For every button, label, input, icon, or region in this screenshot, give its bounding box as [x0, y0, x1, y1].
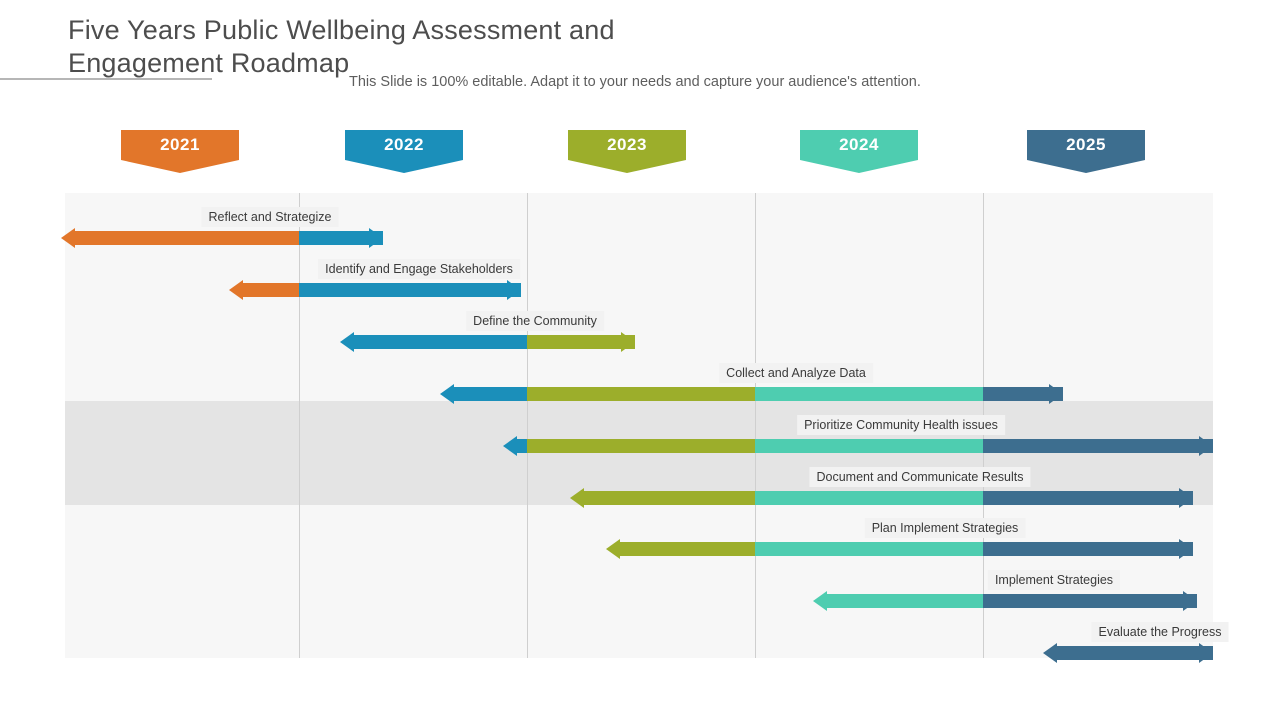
- arrow-right-icon: [1179, 488, 1193, 508]
- task-bar[interactable]: [65, 280, 1213, 300]
- task-bar[interactable]: [65, 643, 1213, 663]
- task-bar-segment: [1053, 646, 1213, 660]
- arrow-left-icon: [61, 228, 75, 248]
- task-bar-segment: [983, 439, 1213, 453]
- task-bar-segment: [239, 283, 299, 297]
- page-title: Five Years Public Wellbeing Assessment a…: [68, 15, 615, 78]
- column-separator: [299, 193, 300, 658]
- gantt-chart: Reflect and Strategize Identify and Engag…: [61, 193, 1229, 663]
- row-band: [65, 193, 1213, 401]
- year-chip-pointer: [800, 160, 918, 173]
- task-bar-segment: [755, 491, 983, 505]
- task-bar-segment: [527, 387, 755, 401]
- task-bar-segment: [983, 594, 1197, 608]
- task-label: Evaluate the Progress: [1091, 622, 1229, 642]
- year-chip-label: 2022: [384, 135, 424, 154]
- task-bar[interactable]: [65, 539, 1213, 559]
- year-chip-label: 2023: [607, 135, 647, 154]
- task-label: Prioritize Community Health issues: [797, 415, 1005, 435]
- task-bar-segment: [616, 542, 755, 556]
- arrow-right-icon: [369, 228, 383, 248]
- task-bar-segment: [823, 594, 983, 608]
- task-label: Reflect and Strategize: [201, 207, 339, 227]
- row-band: [65, 401, 1213, 505]
- arrow-left-icon: [1043, 643, 1057, 663]
- arrow-left-icon: [570, 488, 584, 508]
- arrow-left-icon: [229, 280, 243, 300]
- task-bar[interactable]: [65, 591, 1213, 611]
- title-divider: [0, 78, 212, 80]
- arrow-left-icon: [813, 591, 827, 611]
- task-bar-segment: [983, 387, 1063, 401]
- task-bar-segment: [755, 439, 983, 453]
- task-bar-segment: [983, 542, 1193, 556]
- task-label: Implement Strategies: [987, 570, 1121, 590]
- year-chip-2023[interactable]: 2023: [568, 130, 686, 173]
- arrow-left-icon: [606, 539, 620, 559]
- task-bar[interactable]: [65, 384, 1213, 404]
- year-chip-label: 2021: [160, 135, 200, 154]
- task-bar-segment: [755, 387, 983, 401]
- year-chip-2022[interactable]: 2022: [345, 130, 463, 173]
- task-label: Collect and Analyze Data: [719, 363, 873, 383]
- year-chip-pointer: [345, 160, 463, 173]
- year-chip-2025[interactable]: 2025: [1027, 130, 1145, 173]
- year-chip-pointer: [121, 160, 239, 173]
- task-bar[interactable]: [65, 332, 1213, 352]
- column-separator: [527, 193, 528, 658]
- year-chip-label: 2025: [1066, 135, 1106, 154]
- task-bar-segment: [527, 439, 755, 453]
- year-chip-2021[interactable]: 2021: [121, 130, 239, 173]
- arrow-right-icon: [1199, 436, 1213, 456]
- arrow-left-icon: [503, 436, 517, 456]
- task-bar[interactable]: [65, 488, 1213, 508]
- task-bar-segment: [580, 491, 755, 505]
- task-bar-segment: [983, 491, 1193, 505]
- task-bar-segment: [450, 387, 527, 401]
- arrow-left-icon: [440, 384, 454, 404]
- year-chip-pointer: [568, 160, 686, 173]
- arrow-right-icon: [621, 332, 635, 352]
- year-chip-pointer: [1027, 160, 1145, 173]
- task-bar-segment: [299, 283, 521, 297]
- page-subtitle: This Slide is 100% editable. Adapt it to…: [349, 74, 921, 90]
- arrow-right-icon: [1183, 591, 1197, 611]
- year-chip-label: 2024: [839, 135, 879, 154]
- arrow-right-icon: [507, 280, 521, 300]
- arrow-right-icon: [1199, 643, 1213, 663]
- task-bar-segment: [527, 335, 635, 349]
- arrow-left-icon: [340, 332, 354, 352]
- year-chip-2024[interactable]: 2024: [800, 130, 918, 173]
- task-bar-segment: [71, 231, 299, 245]
- task-label: Plan Implement Strategies: [864, 518, 1026, 538]
- task-label: Define the Community: [466, 311, 604, 331]
- arrow-right-icon: [1179, 539, 1193, 559]
- task-bar-segment: [299, 231, 383, 245]
- task-label: Document and Communicate Results: [809, 467, 1031, 487]
- arrow-right-icon: [1049, 384, 1063, 404]
- task-label: Identify and Engage Stakeholders: [318, 259, 520, 279]
- task-bar[interactable]: [65, 436, 1213, 456]
- column-separator: [755, 193, 756, 658]
- task-bar-segment: [350, 335, 527, 349]
- task-bar-segment: [755, 542, 983, 556]
- task-bar[interactable]: [61, 228, 1213, 248]
